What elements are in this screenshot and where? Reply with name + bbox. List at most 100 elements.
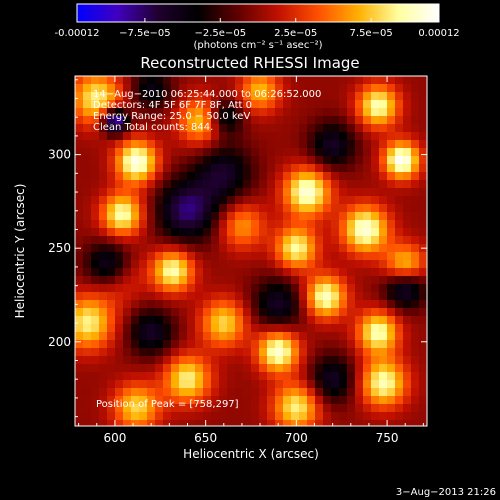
- heatmap-cell: [251, 220, 259, 228]
- heatmap-cell: [179, 404, 187, 412]
- heatmap-cell: [291, 84, 299, 92]
- y-tick-label: 250: [48, 241, 71, 255]
- heatmap-cell: [219, 260, 227, 268]
- heatmap-cell: [331, 380, 339, 388]
- heatmap-cell: [83, 404, 91, 412]
- heatmap-cell: [123, 404, 131, 412]
- heatmap-cell: [131, 412, 139, 420]
- heatmap-cell: [347, 356, 355, 364]
- heatmap-cell: [211, 92, 219, 100]
- heatmap-cell: [107, 228, 115, 236]
- heatmap-cell: [99, 260, 107, 268]
- heatmap-cell: [291, 156, 299, 164]
- heatmap-cell: [299, 372, 307, 380]
- heatmap-cell: [163, 332, 171, 340]
- heatmap-cell: [419, 172, 427, 180]
- heatmap-cell: [99, 316, 107, 324]
- heatmap-cell: [355, 108, 363, 116]
- heatmap-cell: [339, 164, 347, 172]
- heatmap-cell: [99, 332, 107, 340]
- heatmap-cell: [315, 244, 323, 252]
- heatmap-cell: [259, 348, 267, 356]
- heatmap-cell: [91, 404, 99, 412]
- heatmap-cell: [315, 220, 323, 228]
- heatmap-cell: [339, 180, 347, 188]
- heatmap-cell: [115, 116, 123, 124]
- heatmap-cell: [307, 404, 315, 412]
- heatmap-cell: [91, 188, 99, 196]
- heatmap-cell: [235, 356, 243, 364]
- heatmap-cell: [139, 124, 147, 132]
- heatmap-cell: [307, 244, 315, 252]
- heatmap-cell: [107, 260, 115, 268]
- heatmap-cell: [323, 300, 331, 308]
- heatmap-cell: [163, 124, 171, 132]
- heatmap-cell: [179, 260, 187, 268]
- heatmap-cell: [243, 84, 251, 92]
- heatmap-cell: [83, 140, 91, 148]
- heatmap-cell: [259, 332, 267, 340]
- heatmap-cell: [171, 180, 179, 188]
- heatmap-cell: [403, 316, 411, 324]
- heatmap-cell: [75, 148, 83, 156]
- heatmap-cell: [99, 236, 107, 244]
- heatmap-cell: [227, 84, 235, 92]
- heatmap-cell: [395, 204, 403, 212]
- heatmap-cell: [91, 420, 99, 426]
- heatmap-cell: [179, 252, 187, 260]
- heatmap-cell: [267, 116, 275, 124]
- heatmap-cell: [419, 156, 427, 164]
- heatmap-cell: [139, 180, 147, 188]
- heatmap-cell: [235, 116, 243, 124]
- heatmap-cell: [411, 292, 419, 300]
- heatmap-cell: [107, 340, 115, 348]
- heatmap-cell: [355, 308, 363, 316]
- heatmap-cell: [83, 260, 91, 268]
- heatmap-cell: [331, 108, 339, 116]
- heatmap-cell: [331, 172, 339, 180]
- heatmap-cell: [99, 196, 107, 204]
- heatmap-cell: [387, 148, 395, 156]
- heatmap-cell: [411, 164, 419, 172]
- heatmap-cell: [147, 356, 155, 364]
- heatmap-cell: [179, 332, 187, 340]
- heatmap-cell: [355, 260, 363, 268]
- heatmap-cell: [99, 388, 107, 396]
- heatmap-cell: [251, 244, 259, 252]
- heatmap-cell: [243, 148, 251, 156]
- heatmap-cell: [163, 156, 171, 164]
- heatmap-cell: [139, 100, 147, 108]
- heatmap-cell: [91, 260, 99, 268]
- heatmap-cell: [115, 388, 123, 396]
- heatmap-cell: [139, 188, 147, 196]
- heatmap-cell: [163, 340, 171, 348]
- heatmap-cell: [323, 356, 331, 364]
- heatmap-cell: [147, 140, 155, 148]
- heatmap-cell: [211, 228, 219, 236]
- heatmap-cell: [179, 148, 187, 156]
- heatmap-cell: [283, 396, 291, 404]
- heatmap-cell: [211, 84, 219, 92]
- heatmap-cell: [139, 260, 147, 268]
- heatmap-cell: [323, 372, 331, 380]
- heatmap-cell: [187, 92, 195, 100]
- heatmap-cell: [179, 284, 187, 292]
- heatmap-cell: [131, 340, 139, 348]
- heatmap-cell: [259, 284, 267, 292]
- heatmap-cell: [147, 396, 155, 404]
- heatmap-cell: [331, 268, 339, 276]
- heatmap-cell: [187, 140, 195, 148]
- heatmap-cell: [115, 244, 123, 252]
- heatmap-cell: [315, 196, 323, 204]
- heatmap-cell: [259, 380, 267, 388]
- heatmap-cell: [331, 420, 339, 426]
- heatmap-cell: [323, 244, 331, 252]
- heatmap-cell: [163, 92, 171, 100]
- heatmap-cell: [123, 204, 131, 212]
- heatmap-cell: [83, 124, 91, 132]
- heatmap-cell: [91, 396, 99, 404]
- heatmap-cell: [227, 292, 235, 300]
- heatmap-cell: [275, 412, 283, 420]
- heatmap-cell: [299, 100, 307, 108]
- heatmap-cell: [195, 412, 203, 420]
